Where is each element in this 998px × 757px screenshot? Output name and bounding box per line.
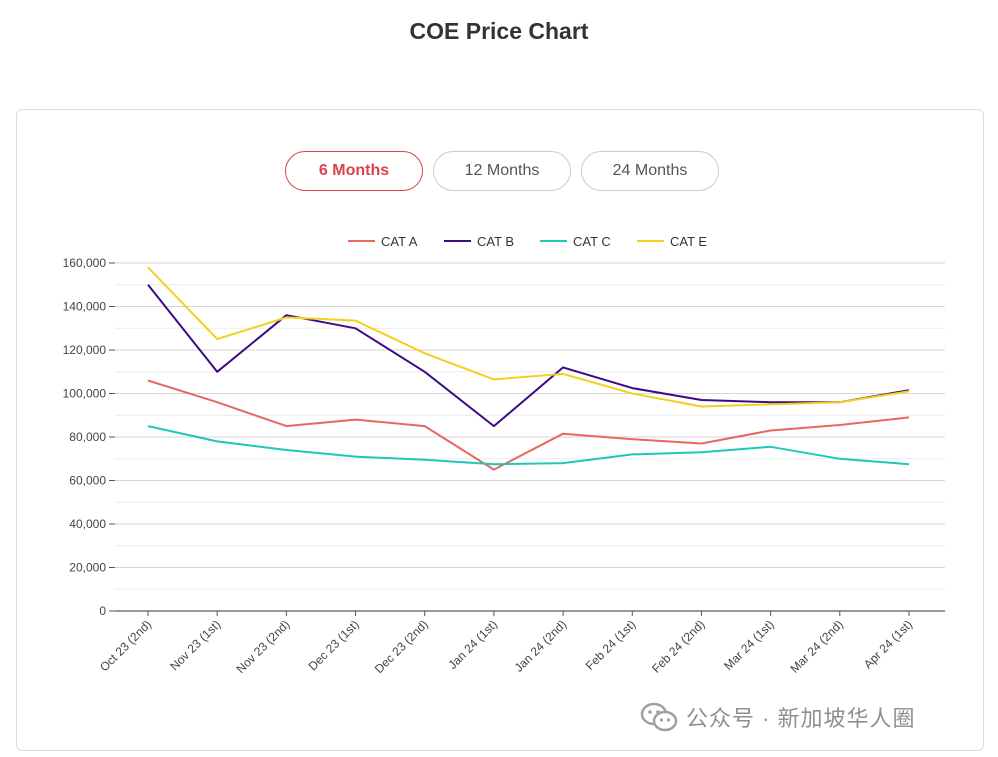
x-tick-label: Feb 24 (2nd) [649,617,707,675]
series-line-cat-b [147,284,910,428]
coe-line-chart: 0 20,000 40,000 60,000 80,000 100,000 120,000 1… [63,234,945,676]
x-tick-label: Nov 23 (1st) [167,617,223,673]
x-tick-label: Jan 24 (2nd) [512,617,570,675]
grid-lines [115,262,945,590]
y-tick-label: 160,000 [63,256,107,270]
x-tick-label: Oct 23 (2nd) [97,617,154,674]
y-tick-label: 100,000 [63,387,107,401]
page-title: COE Price Chart [409,18,589,44]
x-tick-label: Jan 24 (1st) [445,617,500,672]
x-tick-label: Feb 24 (1st) [583,617,639,673]
legend: CAT A CAT B CAT C CAT E [348,234,707,249]
y-tick-label: 60,000 [69,474,106,488]
legend-label: CAT C [573,234,611,249]
tab-12-months[interactable]: 12 Months [433,151,571,191]
y-tick-label: 80,000 [69,430,106,444]
axes: 0 20,000 40,000 60,000 80,000 100,000 120,000 1… [63,256,945,676]
wechat-icon [640,702,678,732]
y-tick-label: 120,000 [63,343,107,357]
x-tick-label: Nov 23 (2nd) [234,617,293,676]
series-line-cat-a [147,379,910,471]
x-tick-label: Apr 24 (1st) [861,617,915,671]
legend-label: CAT A [381,234,418,249]
y-tick-label: 140,000 [63,300,107,314]
series-line-cat-c [147,425,910,466]
y-tick-label: 0 [99,604,106,618]
range-tabs: 6 Months 12 Months 24 Months [285,151,719,193]
x-tick-label: Mar 24 (1st) [721,617,777,673]
series-line-cat-e [147,266,910,408]
y-tick-label: 40,000 [69,517,106,531]
tab-6-months[interactable]: 6 Months [285,151,423,191]
watermark-text: 公众号 · 新加坡华人圈 [686,706,916,731]
y-tick-label: 20,000 [69,561,106,575]
watermark: 公众号 · 新加坡华人圈 [640,700,916,734]
tab-24-months[interactable]: 24 Months [581,151,719,191]
series-lines [147,266,910,471]
x-tick-label: Dec 23 (1st) [306,617,362,673]
x-tick-label: Dec 23 (2nd) [372,617,431,676]
legend-label: CAT E [670,234,707,249]
x-tick-label: Mar 24 (2nd) [787,617,845,675]
chart-card: 6 Months 12 Months 24 Months 0 20,000 40,0… [16,109,984,751]
legend-label: CAT B [477,234,514,249]
